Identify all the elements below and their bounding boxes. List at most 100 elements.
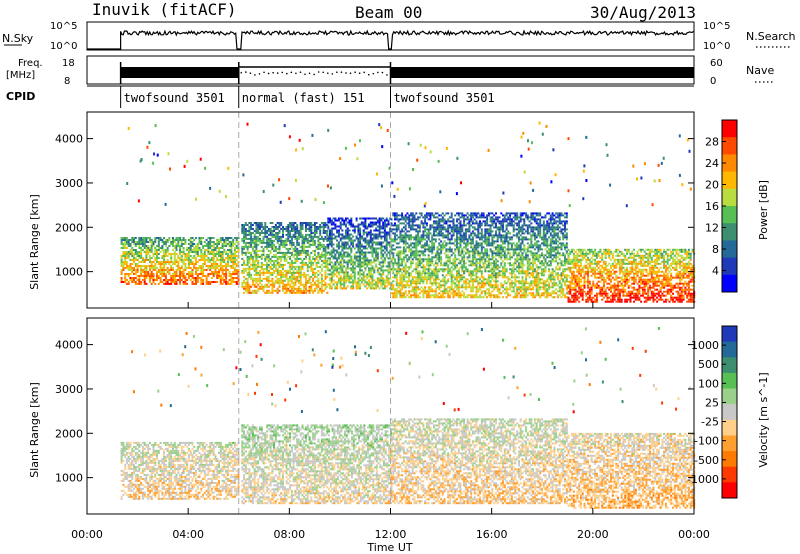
range-cell bbox=[429, 276, 432, 279]
range-cell bbox=[164, 251, 167, 253]
range-cell bbox=[345, 219, 347, 222]
range-cell bbox=[322, 247, 325, 250]
range-cell bbox=[380, 257, 383, 260]
range-cell bbox=[422, 294, 425, 297]
range-cell bbox=[475, 290, 478, 293]
range-cell bbox=[471, 286, 474, 289]
range-cell bbox=[394, 232, 396, 235]
range-cell bbox=[350, 255, 353, 258]
range-cell bbox=[434, 234, 437, 237]
range-cell bbox=[133, 253, 135, 255]
range-cell bbox=[459, 220, 462, 223]
range-cell bbox=[330, 261, 333, 264]
range-cell bbox=[397, 236, 400, 239]
range-cell bbox=[486, 218, 489, 221]
range-cell bbox=[477, 266, 480, 269]
range-cell bbox=[362, 237, 365, 240]
range-cell bbox=[219, 259, 222, 261]
range-cell bbox=[500, 228, 503, 231]
range-cell bbox=[392, 258, 395, 261]
range-cell bbox=[353, 277, 356, 280]
range-cell bbox=[433, 214, 435, 217]
range-cell bbox=[317, 237, 320, 240]
range-cell bbox=[255, 239, 258, 242]
range-cell bbox=[505, 292, 508, 295]
range-cell bbox=[150, 251, 153, 253]
range-cell bbox=[369, 221, 372, 224]
range-cell bbox=[310, 233, 313, 236]
range-cell bbox=[339, 283, 342, 286]
range-cell bbox=[264, 277, 267, 280]
range-cell bbox=[475, 258, 478, 261]
range-cell bbox=[283, 287, 286, 290]
range-cell bbox=[431, 238, 434, 241]
range-cell bbox=[493, 246, 496, 249]
range-cell bbox=[317, 261, 320, 264]
range-cell bbox=[341, 259, 344, 262]
range-cell bbox=[464, 236, 467, 239]
range-cell bbox=[218, 239, 220, 241]
range-cell bbox=[184, 279, 187, 281]
range-cell bbox=[257, 271, 260, 274]
range-cell bbox=[427, 250, 430, 253]
range-cell bbox=[287, 233, 290, 236]
range-cell bbox=[402, 222, 405, 225]
range-cell bbox=[457, 268, 460, 271]
range-cell bbox=[195, 273, 197, 275]
range-cell bbox=[306, 224, 309, 226]
range-cell bbox=[143, 239, 146, 241]
range-cell bbox=[233, 269, 236, 271]
range-cell bbox=[221, 265, 224, 267]
range-cell bbox=[429, 240, 432, 243]
range-cell bbox=[464, 296, 467, 299]
range-cell bbox=[267, 243, 270, 246]
range-cell bbox=[489, 244, 492, 247]
range-cell bbox=[402, 294, 405, 297]
range-cell bbox=[489, 230, 492, 233]
range-cell bbox=[141, 241, 144, 243]
range-cell bbox=[418, 226, 421, 229]
range-cell bbox=[200, 237, 203, 239]
range-cell bbox=[243, 224, 245, 226]
range-cell bbox=[216, 263, 219, 265]
range-cell bbox=[290, 253, 293, 256]
range-cell bbox=[418, 230, 421, 233]
range-cell bbox=[500, 238, 503, 241]
range-cell bbox=[337, 263, 340, 266]
range-cell bbox=[133, 257, 135, 259]
range-cell bbox=[498, 256, 501, 259]
range-cell bbox=[141, 237, 144, 239]
range-cell bbox=[196, 247, 199, 249]
range-cell bbox=[429, 248, 432, 251]
range-cell bbox=[127, 273, 130, 275]
range-cell bbox=[264, 228, 267, 230]
range-cell bbox=[480, 228, 483, 231]
range-cell bbox=[431, 272, 434, 275]
range-cell bbox=[424, 268, 427, 271]
range-cell bbox=[200, 279, 203, 281]
range-cell bbox=[491, 290, 494, 293]
range-cell bbox=[267, 277, 270, 280]
range-cell bbox=[375, 251, 378, 254]
range-cell bbox=[471, 274, 474, 277]
range-cell bbox=[433, 274, 435, 277]
range-cell bbox=[369, 223, 372, 226]
range-cell bbox=[505, 268, 508, 271]
range-cell bbox=[364, 261, 367, 264]
range-cell bbox=[233, 281, 236, 283]
range-cell bbox=[292, 224, 295, 226]
range-cell bbox=[253, 249, 256, 252]
range-cell bbox=[383, 221, 386, 224]
range-cell bbox=[457, 232, 460, 235]
range-cell bbox=[371, 287, 374, 290]
range-cell bbox=[406, 270, 409, 273]
range-cell bbox=[434, 226, 437, 229]
range-cell bbox=[352, 263, 355, 266]
range-cell bbox=[141, 269, 144, 271]
range-cell bbox=[447, 212, 450, 215]
range-cell bbox=[475, 250, 478, 253]
range-cell bbox=[193, 257, 196, 259]
range-cell bbox=[348, 255, 351, 258]
range-cell bbox=[401, 276, 404, 279]
cpid-segment-label: twofsound 3501 bbox=[124, 91, 225, 105]
